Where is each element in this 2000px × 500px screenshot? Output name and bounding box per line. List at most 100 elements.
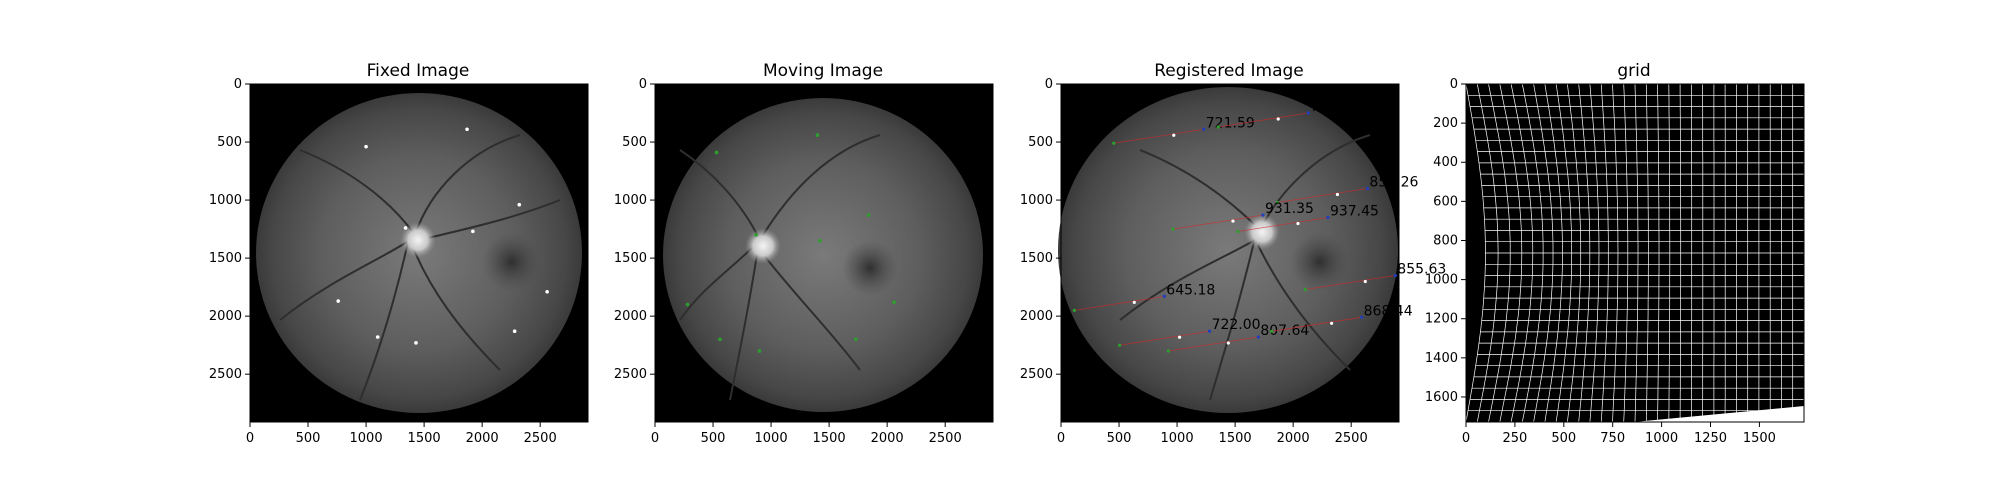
match-point-registered: [1306, 111, 1310, 115]
keypoint: [685, 302, 690, 307]
x-tick-label: 1500: [408, 431, 441, 446]
match-line: [1113, 128, 1204, 144]
match-point-registered: [1365, 186, 1370, 191]
keypoint: [403, 226, 408, 230]
match-point-registered: [1261, 213, 1265, 217]
match-line: [1168, 336, 1259, 352]
x-tick-label: 2500: [1335, 431, 1368, 446]
keypoint: [815, 133, 820, 137]
match-line: [1119, 330, 1210, 346]
keypoint: [465, 127, 469, 132]
axes-frame: [654, 83, 994, 423]
y-tick-label: 1500: [209, 251, 242, 266]
x-tick-label: 500: [1107, 431, 1132, 446]
match-point-moving: [1072, 308, 1076, 313]
match-point-fixed: [1231, 219, 1235, 223]
distance-label: 868.44: [1364, 303, 1413, 319]
panel-fixed-image: Fixed Image 0 500 1000 1500 2000 2500 0 500 1000…: [209, 61, 589, 446]
macula: [1290, 232, 1350, 292]
x-tick-label: 500: [1551, 431, 1576, 446]
match-point-registered: [1202, 127, 1206, 131]
keypoint: [545, 289, 549, 294]
match-point-moving: [1303, 287, 1307, 292]
match-line: [1074, 296, 1165, 311]
x-tick-label: 1000: [1645, 431, 1678, 446]
match-point-moving: [1171, 227, 1175, 231]
x-tick-label: 2000: [1277, 431, 1310, 446]
y-tick-label: 1500: [1020, 251, 1053, 266]
match-point-fixed: [1363, 279, 1367, 284]
distance-label: 721.59: [1206, 115, 1255, 131]
y-tick-label: 400: [1433, 155, 1458, 170]
keypoint: [336, 299, 341, 303]
match-point-moving: [1275, 200, 1280, 205]
x-tick-label: 750: [1600, 431, 1625, 446]
x-tick-label: 500: [701, 431, 726, 446]
axes-ticks: 0 500 1000 1500 2000 2500 0 500 1000 1500 2000 2500: [209, 77, 589, 446]
keypoint: [517, 202, 522, 207]
keypoint: [414, 341, 418, 345]
x-tick-label: 2000: [871, 431, 904, 446]
macula: [482, 232, 542, 292]
axes-frame: [1060, 83, 1400, 423]
x-tick-label: 2000: [466, 431, 499, 446]
match-point-fixed: [1276, 117, 1280, 121]
match-line: [1271, 316, 1362, 332]
keypoint: [718, 337, 722, 342]
match-point-fixed: [1177, 335, 1182, 339]
keypoint: [754, 233, 758, 237]
x-tick-label: 1250: [1694, 431, 1727, 446]
match-line: [1305, 275, 1396, 290]
keypoint: [854, 337, 858, 342]
y-tick-label: 500: [1028, 135, 1053, 150]
panel-title: Registered Image: [1154, 61, 1304, 81]
keypoint: [364, 144, 368, 149]
match-point-registered: [1207, 329, 1212, 333]
fundus-image: [663, 98, 983, 412]
optic-disc: [400, 222, 436, 258]
x-tick-label: 250: [1502, 431, 1527, 446]
retina-disc: [663, 98, 983, 412]
match-point-moving: [1236, 229, 1240, 234]
x-tick-label: 1000: [755, 431, 788, 446]
match-point-moving: [1216, 125, 1220, 129]
match-line: [1277, 188, 1368, 203]
y-tick-label: 2500: [1020, 367, 1053, 382]
x-tick-label: 0: [1057, 431, 1065, 446]
x-tick-label: 0: [246, 431, 254, 446]
panel-grid: grid 0 250 500 750 1000 1250 1500 0 200 400 600 800…: [1425, 61, 1805, 446]
y-tick-label: 800: [1433, 233, 1458, 248]
keypoint: [892, 300, 896, 305]
distance-label: 851.26: [1369, 174, 1418, 190]
y-tick-label: 1600: [1425, 390, 1458, 405]
fundus-image: [1058, 87, 1398, 413]
y-tick-label: 1000: [209, 193, 242, 208]
axes-ticks: 0 250 500 750 1000 1250 1500 0 200 400 600 800 1000 1…: [1425, 77, 1805, 446]
distance-label: 645.18: [1166, 282, 1215, 298]
y-tick-label: 1400: [1425, 351, 1458, 366]
panel-title: Moving Image: [763, 61, 883, 81]
y-tick-label: 1500: [614, 251, 647, 266]
y-tick-label: 2000: [1020, 309, 1053, 324]
keypoints: [336, 127, 549, 345]
distance-label: 855.63: [1397, 262, 1446, 278]
match-point-moving: [1112, 141, 1116, 145]
y-tick-label: 600: [1433, 194, 1458, 209]
y-tick-label: 1000: [1425, 273, 1458, 288]
distance-annotations: 721.59 768.24 851.26 931.35 937.45 855.63 645.…: [1072, 99, 1446, 353]
keypoint: [818, 238, 822, 243]
y-tick-label: 1000: [614, 193, 647, 208]
x-tick-label: 1500: [1743, 431, 1776, 446]
match-point-registered: [1360, 315, 1364, 319]
distance-label: 768.24: [1310, 99, 1359, 115]
keypoint: [866, 213, 871, 217]
retina-disc: [1058, 87, 1398, 413]
x-tick-label: 2500: [929, 431, 962, 446]
macula: [842, 240, 898, 296]
y-tick-label: 1000: [1020, 193, 1053, 208]
distance-label: 722.00: [1212, 317, 1261, 333]
match-point-moving: [1117, 343, 1122, 347]
match-point-fixed: [1226, 341, 1230, 345]
x-tick-label: 1000: [1161, 431, 1194, 446]
